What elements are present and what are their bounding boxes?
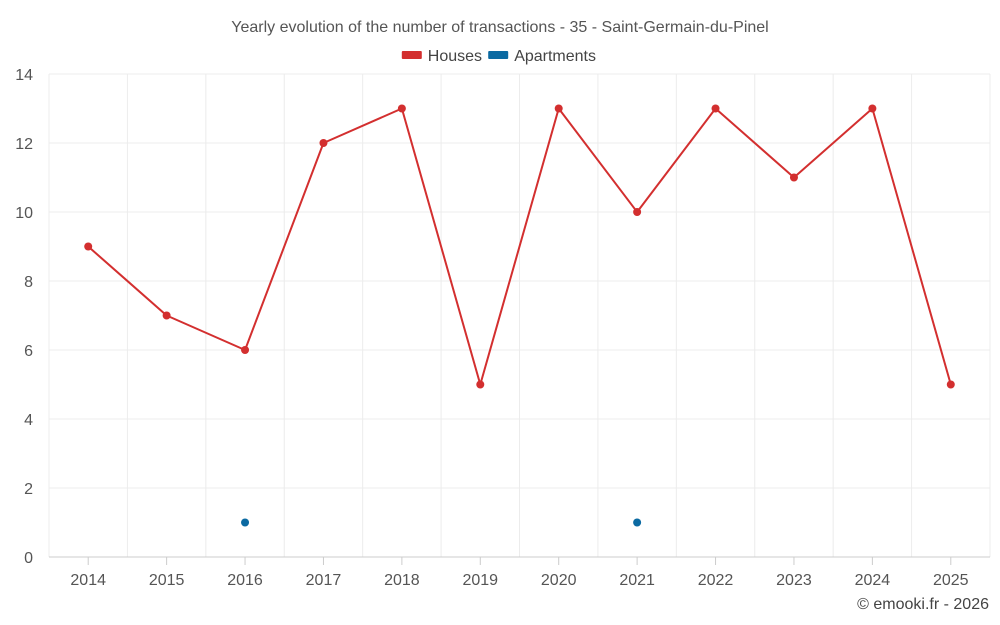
data-point-houses	[711, 104, 720, 113]
x-tick-label: 2014	[70, 572, 106, 589]
data-point-houses	[241, 346, 250, 354]
x-tick-label: 2023	[776, 572, 812, 589]
x-axis: 2014 2015 2016 2017 2018 2019 2020 2021 2022 2023…	[49, 556, 990, 589]
legend-swatch-apartments	[488, 51, 509, 59]
data-point-apartments	[633, 518, 642, 527]
data-point-houses	[84, 242, 93, 251]
y-axis: 0 2 4 6 8 10 12 14	[15, 67, 33, 567]
legend-item-apartments: Apartments	[488, 48, 596, 65]
y-tick-label: 12	[15, 136, 33, 153]
y-tick-label: 4	[24, 412, 33, 429]
data-point-houses	[319, 139, 328, 147]
data-point-houses	[868, 104, 877, 113]
x-tick-label: 2016	[227, 572, 263, 589]
data-point-houses	[397, 104, 406, 113]
x-tick-label: 2019	[462, 572, 498, 589]
data-point-houses	[162, 311, 171, 320]
x-tick-label: 2021	[619, 572, 655, 589]
data-point-houses	[633, 208, 642, 216]
legend: Houses Apartments	[401, 48, 596, 65]
series-layer	[84, 104, 955, 527]
x-tick-label: 2025	[933, 572, 969, 589]
x-tick-label: 2020	[541, 572, 577, 589]
x-tick-label: 2024	[855, 572, 891, 589]
y-tick-label: 14	[15, 67, 33, 84]
series-line-houses	[87, 107, 952, 386]
data-point-houses	[476, 380, 485, 389]
series-houses	[84, 104, 955, 389]
grid	[48, 73, 991, 557]
data-point-houses	[554, 104, 563, 113]
y-tick-label: 2	[24, 481, 33, 498]
data-point-apartments	[241, 518, 250, 527]
data-point-houses	[789, 173, 798, 182]
y-tick-label: 0	[24, 550, 33, 567]
series-apartments	[241, 518, 642, 527]
x-tick-label: 2015	[149, 572, 185, 589]
y-tick-label: 8	[24, 274, 33, 291]
x-tick-label: 2018	[384, 572, 420, 589]
credit-text: © emooki.fr - 2026	[857, 596, 989, 613]
legend-item-houses: Houses	[401, 48, 482, 65]
legend-label-houses: Houses	[428, 48, 482, 65]
x-tick-label: 2017	[306, 572, 342, 589]
data-point-houses	[946, 380, 955, 389]
legend-swatch-houses	[401, 51, 422, 59]
y-tick-label: 6	[24, 343, 33, 360]
chart-title: Yearly evolution of the number of transa…	[231, 19, 768, 36]
legend-label-apartments: Apartments	[514, 48, 596, 65]
y-tick-label: 10	[15, 205, 33, 222]
x-tick-label: 2022	[698, 572, 734, 589]
